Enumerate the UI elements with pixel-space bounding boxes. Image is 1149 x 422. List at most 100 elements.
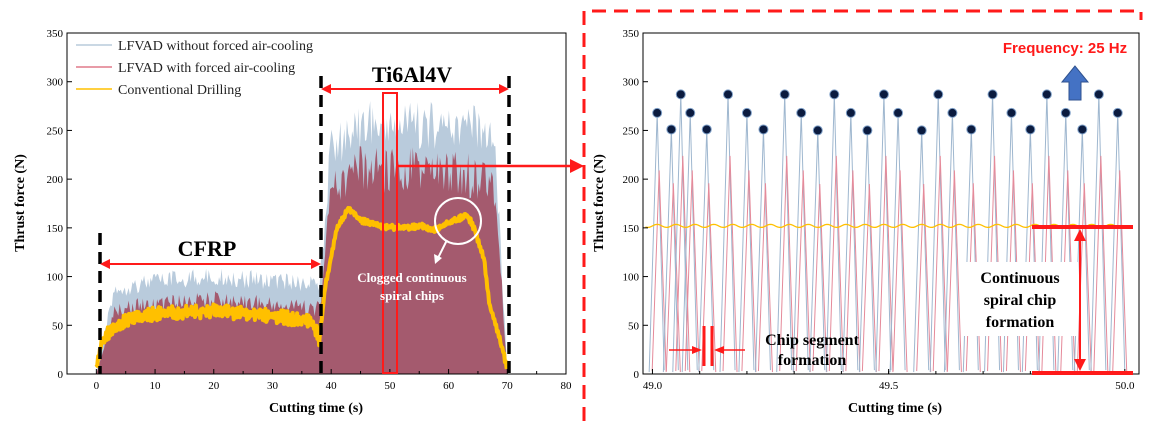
signal-cycle-red [812, 183, 828, 373]
left-y-tick-label: 200 [47, 174, 64, 186]
peak-marker [723, 89, 734, 100]
peak-marker [878, 89, 889, 100]
peak-marker [1006, 107, 1017, 118]
peak-marker [1041, 89, 1052, 100]
ti-arrowhead-left [321, 84, 331, 94]
continuous-label-line2: spiral chip [984, 292, 1057, 309]
left-y-tick-label: 250 [47, 125, 64, 137]
continuous-arrowhead-down [1074, 359, 1086, 371]
clog-annotation-line1: Clogged continuous [357, 270, 466, 285]
left-x-tick-label: 30 [267, 380, 279, 392]
legend-label-without-cooling: LFVAD without forced air-cooling [118, 39, 313, 54]
series-line-conventional [94, 206, 509, 370]
frequency-up-arrow-icon [1060, 65, 1090, 101]
cfrp-region-label: CFRP [178, 236, 237, 261]
right-x-ticks: 49.0 49.5 50.0 [643, 369, 1135, 392]
cfrp-arrowhead-left [100, 259, 110, 269]
peak-marker [701, 124, 712, 135]
clog-pointer-arrow [437, 239, 448, 259]
peak-marker [829, 89, 840, 100]
peak-marker [652, 107, 663, 118]
left-x-tick-label: 50 [384, 380, 396, 392]
legend-label-conventional: Conventional Drilling [118, 83, 241, 98]
signal-cycle-red [651, 170, 667, 373]
cfrp-arrowhead-right [311, 259, 321, 269]
peak-marker [1025, 124, 1036, 135]
right-peak-markers [652, 89, 1123, 136]
right-x-tick-label: 50.0 [1115, 380, 1135, 392]
left-y-tick-label: 50 [52, 320, 64, 332]
peak-marker [1093, 89, 1104, 100]
peak-marker [987, 89, 998, 100]
right-y-axis-label: Thrust force (N) [592, 154, 607, 252]
right-x-axis-label: Cutting time (s) [848, 401, 942, 416]
ti-region-label: Ti6Al4V [372, 62, 452, 87]
signal-cycle-red [1093, 155, 1109, 373]
legend-label-with-cooling: LFVAD with forced air-cooling [118, 61, 295, 76]
left-panel: 0 10 20 30 40 50 60 70 80 050100150200250300350 … [13, 28, 584, 416]
clog-highlight-circle [434, 197, 482, 245]
continuous-label-line3: formation [986, 314, 1055, 331]
panel-divider-dashed [582, 9, 1143, 421]
peak-marker [1077, 124, 1088, 135]
chip-segment-label-line2: formation [778, 352, 847, 369]
zoom-link-arrowhead [570, 159, 584, 173]
chip-segment-marker [669, 326, 745, 366]
right-y-ticks: 0 50 100 150 200 250 300 350 [623, 28, 648, 381]
peak-marker [796, 107, 807, 118]
peak-marker [685, 107, 696, 118]
signal-cycle-red [795, 170, 811, 373]
peak-marker [1112, 107, 1123, 118]
signal-cycle-red [757, 183, 773, 373]
zoom-window [382, 92, 398, 374]
left-bands [94, 101, 509, 374]
peak-marker [933, 89, 944, 100]
left-y-tick-label: 0 [58, 369, 64, 381]
signal-cycle-red [779, 155, 795, 373]
left-y-tick-label: 150 [47, 223, 64, 235]
continuous-label-bg [962, 262, 1078, 336]
right-y-tick-label: 50 [628, 320, 640, 332]
signal-cycle-red [878, 155, 894, 373]
left-y-tick-label: 350 [47, 28, 64, 40]
signal-cycle-red [916, 183, 932, 373]
right-y-tick-label: 300 [623, 77, 640, 89]
peak-marker [916, 125, 927, 136]
right-y-tick-label: 250 [623, 125, 640, 137]
peak-marker [666, 124, 677, 135]
peak-marker [1060, 107, 1071, 118]
signal-cycle-red [845, 170, 861, 373]
signal-cycle-red [828, 155, 844, 373]
right-x-tick-label: 49.0 [643, 380, 663, 392]
peak-marker [758, 124, 769, 135]
peak-marker [947, 107, 958, 118]
right-plot-frame [642, 32, 1140, 375]
peak-marker [845, 107, 856, 118]
right-y-tick-label: 150 [623, 223, 640, 235]
clog-pointer-arrowhead [434, 254, 442, 264]
peak-marker [675, 89, 686, 100]
right-y-tick-label: 350 [623, 28, 640, 40]
signal-cycle-red [722, 155, 738, 373]
left-x-tick-label: 20 [208, 380, 220, 392]
signal-cycle-red [701, 183, 717, 373]
peak-marker [812, 125, 823, 136]
signal-cycle-red [1112, 170, 1128, 373]
signal-cycle-red [741, 170, 757, 373]
continuous-arrowhead-up [1074, 229, 1086, 241]
left-y-axis-label: Thrust force (N) [13, 154, 28, 252]
peak-marker [741, 107, 752, 118]
legend: LFVAD without forced air-cooling LFVAD w… [76, 39, 313, 98]
signal-cycle-red [932, 155, 948, 373]
left-x-tick-label: 80 [561, 380, 573, 392]
left-y-tick-label: 300 [47, 77, 64, 89]
ti-arrowhead-right [499, 84, 509, 94]
signal-cycle-red [946, 170, 962, 373]
right-y-tick-label: 100 [623, 272, 640, 284]
frequency-label: Frequency: 25 Hz [1003, 40, 1127, 57]
right-panel: 49.0 49.5 50.0 0 50 100 150 200 250 300 350 Cutti… [592, 28, 1140, 416]
left-x-axis-label: Cutting time (s) [269, 401, 363, 416]
peak-marker [966, 124, 977, 135]
right-y-tick-label: 200 [623, 174, 640, 186]
